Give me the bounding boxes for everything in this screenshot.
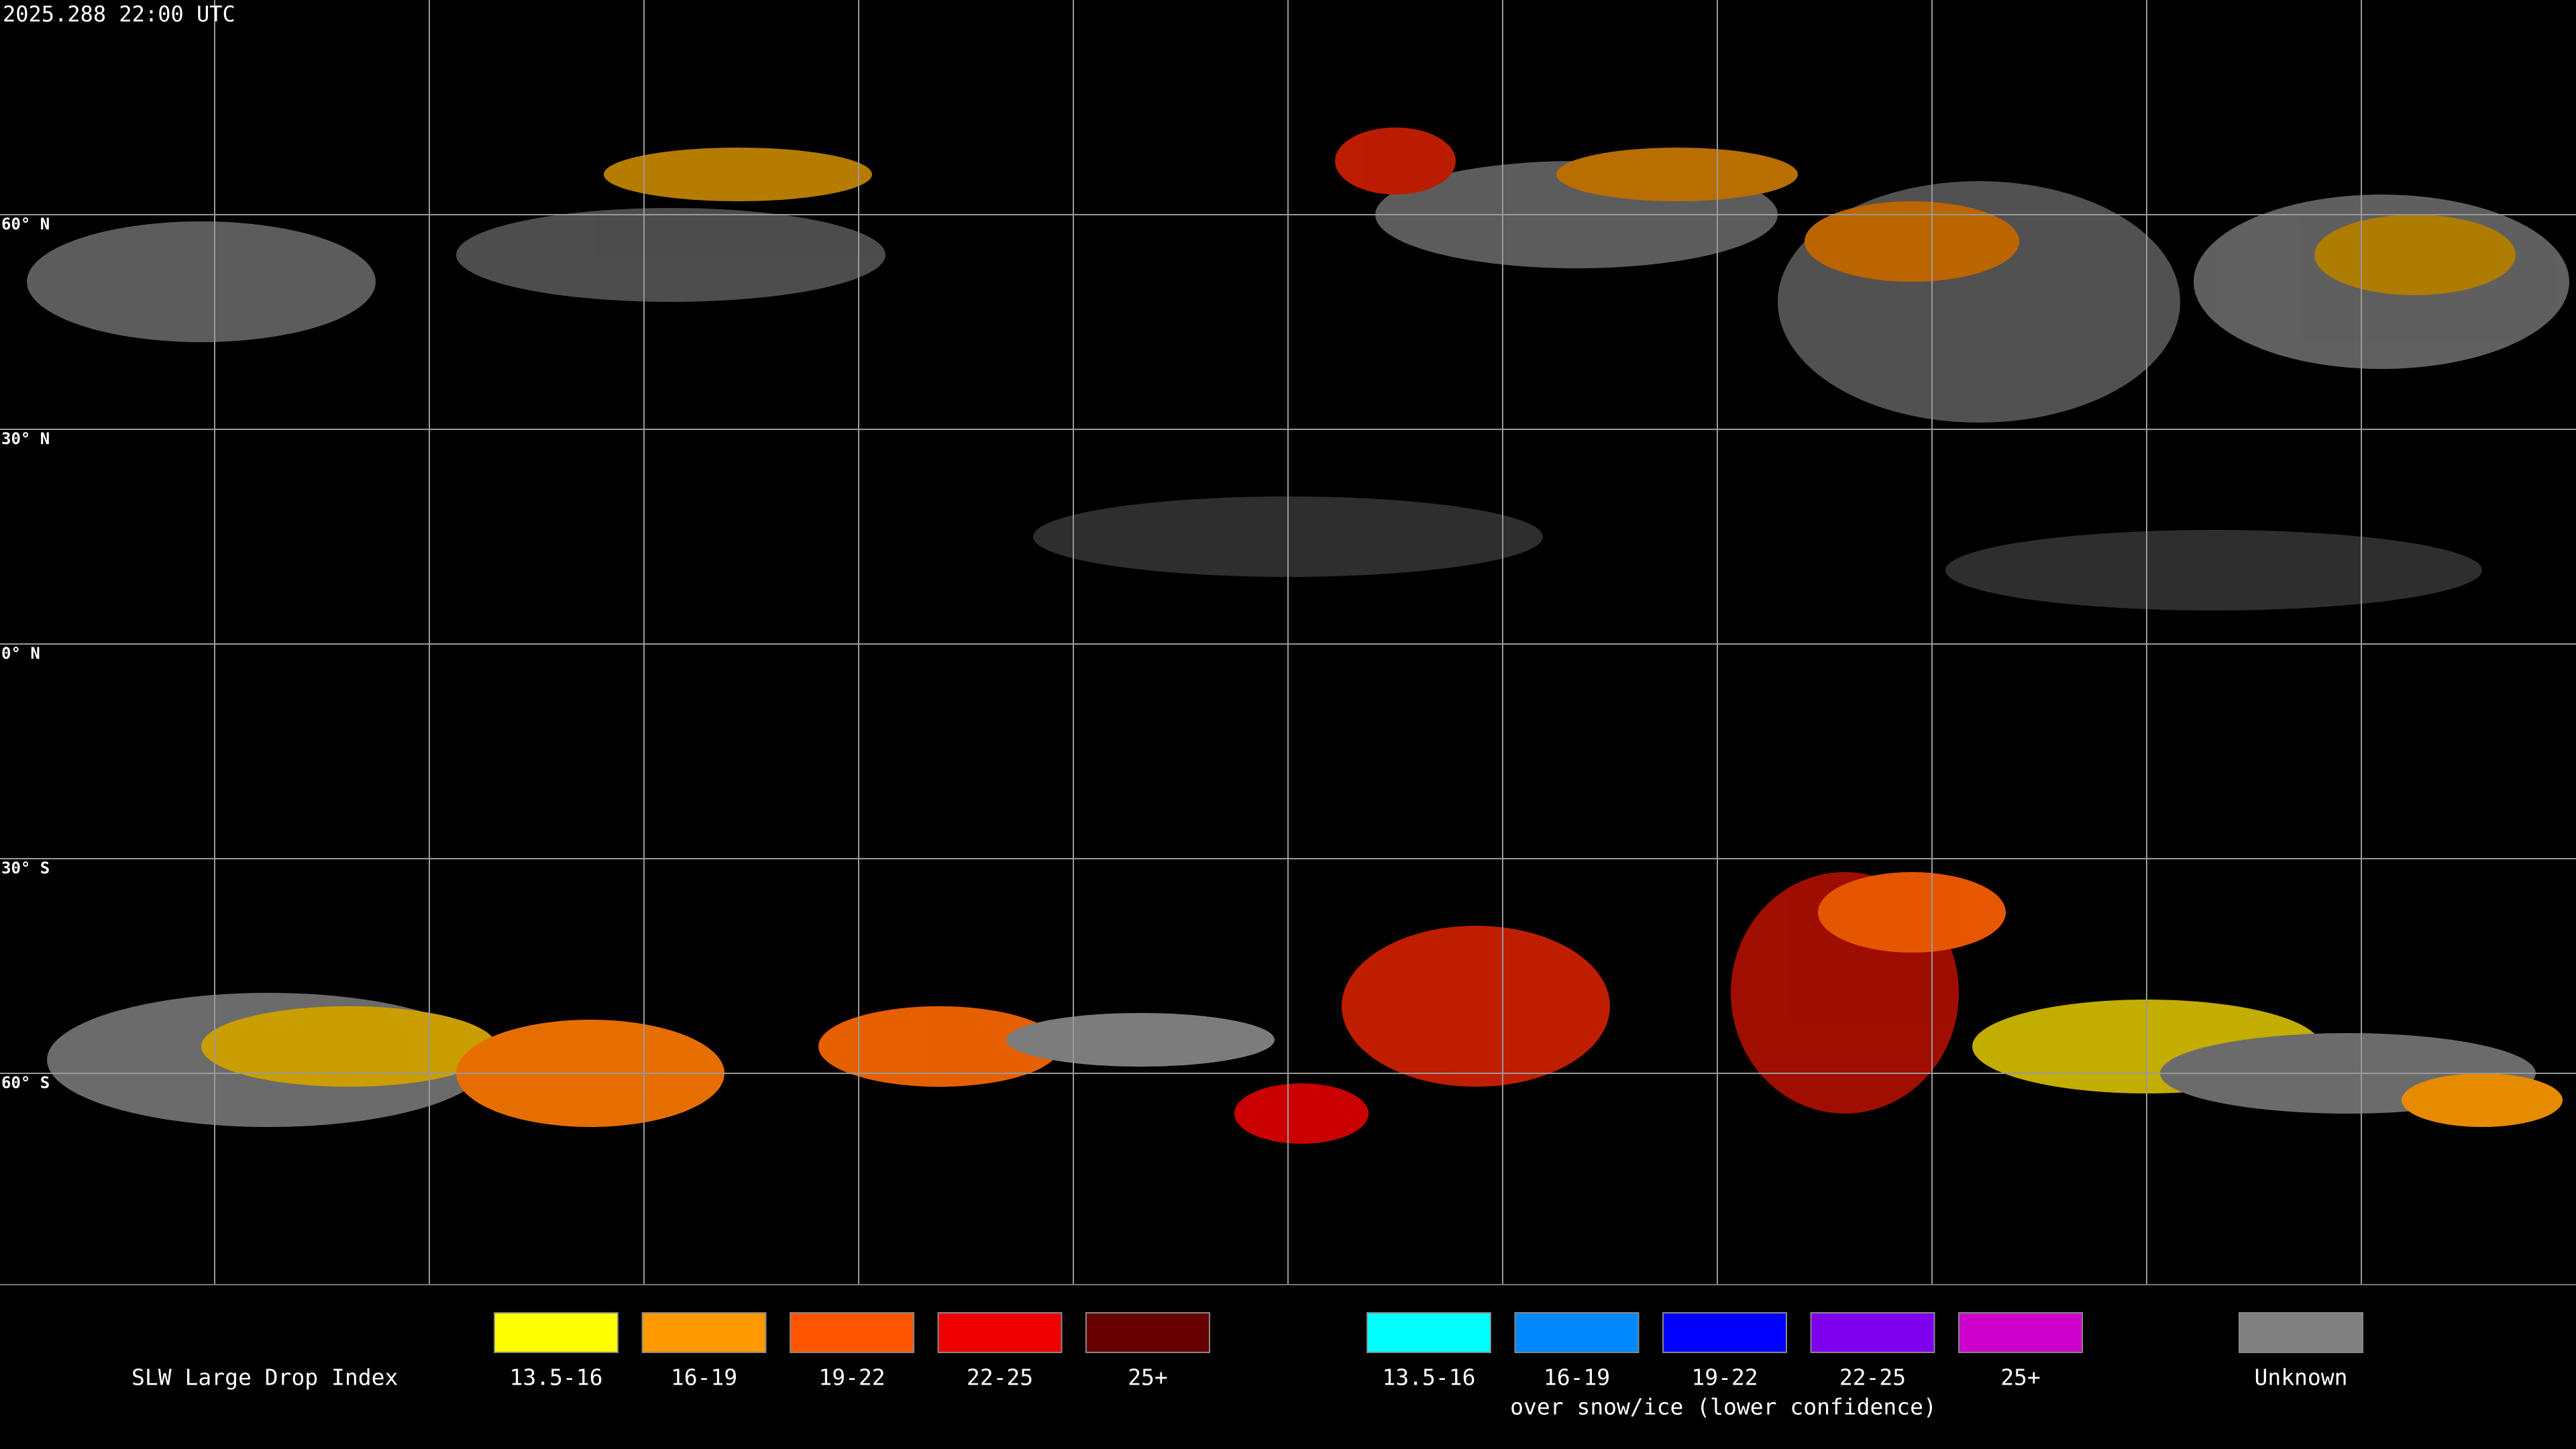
legend-label: 13.5-16 — [509, 1364, 602, 1391]
legend-label: 22-25 — [967, 1364, 1033, 1391]
legend-label: 19-22 — [818, 1364, 885, 1391]
legend-swatch — [1085, 1312, 1210, 1353]
legend-swatch — [1662, 1312, 1787, 1353]
timestamp: 2025.288 22:00 UTC — [3, 1, 235, 27]
cloud-field — [27, 127, 2569, 1144]
legend: 13.5-16 16-19 19-22 22-25 25+ 13.5-16 16-19 19-… — [494, 1312, 2363, 1391]
legend-swatch — [1366, 1312, 1491, 1353]
legend-label: 25+ — [1128, 1364, 1168, 1391]
legend-swatch — [1958, 1312, 2083, 1353]
legend-label: 19-22 — [1691, 1364, 1758, 1391]
legend-swatch — [1514, 1312, 1640, 1353]
legend-swatch — [1810, 1312, 1935, 1353]
legend-swatch — [937, 1312, 1063, 1353]
latitude-label: 60° S — [1, 1073, 50, 1092]
legend-title: SLW Large Drop Index — [131, 1364, 398, 1391]
legend-label: 22-25 — [1839, 1364, 1906, 1391]
latitude-label: 30° N — [1, 429, 50, 448]
legend-swatch — [790, 1312, 914, 1353]
latitude-label: 30° S — [1, 859, 50, 877]
latitude-labels: 60° N 30° N 0° N 30° S 60° S — [1, 215, 50, 1092]
legend-swatch — [494, 1312, 619, 1353]
latitude-label: 60° N — [1, 215, 50, 233]
legend-swatch — [641, 1312, 767, 1353]
legend-label: 16-19 — [1544, 1364, 1610, 1391]
graticule — [0, 0, 2576, 1285]
legend-label: Unknown — [2254, 1364, 2347, 1391]
legend-label: 25+ — [2000, 1364, 2041, 1391]
legend-caption: over snow/ice (lower confidence) — [1510, 1394, 1937, 1420]
legend-swatch — [2239, 1312, 2363, 1353]
latitude-label: 0° N — [1, 644, 40, 663]
legend-label: 13.5-16 — [1382, 1364, 1475, 1391]
legend-label: 16-19 — [671, 1364, 737, 1391]
